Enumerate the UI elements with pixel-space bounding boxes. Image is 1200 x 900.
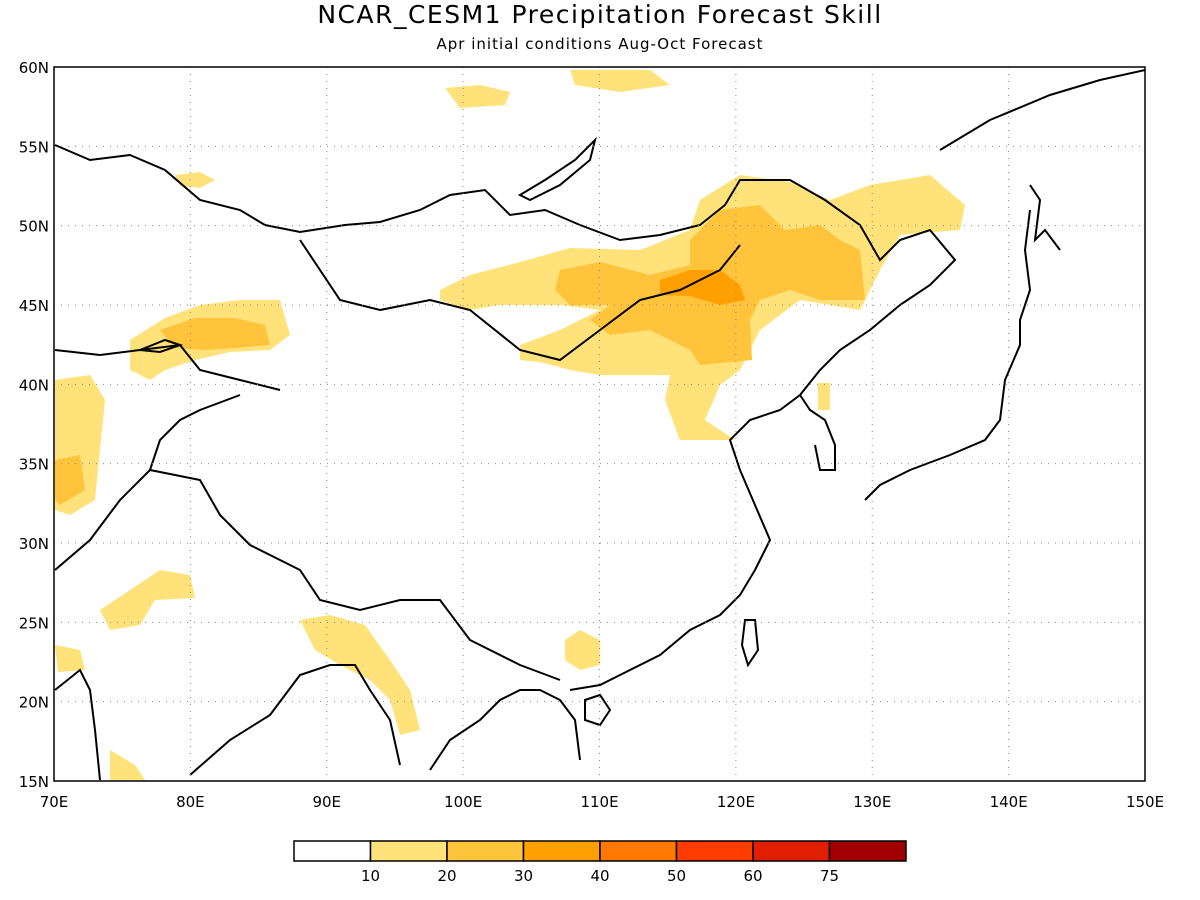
legend-label: 30 [514,867,533,885]
coastline-kamchatka [939,69,1146,151]
grid-lines [54,67,1145,781]
legend-swatch [599,840,678,862]
color-legend: 10 20 30 40 50 60 75 [293,840,907,885]
lon-tick-label: 100E [444,793,482,811]
lake-balkhash [139,338,184,354]
lake-baikal [517,136,597,202]
lat-tick-label: 60N [19,59,49,77]
lon-tick-label: 90E [312,793,341,811]
map-frame [53,66,1146,782]
legend-label: 20 [437,867,456,885]
legend-label: 75 [820,867,839,885]
lon-tick-label: 130E [853,793,891,811]
border-china-south [54,468,561,681]
coastline-east-asia [569,304,901,691]
legend-swatch [828,840,907,862]
lat-tick-label: 20N [19,694,49,712]
lat-tick-label: 50N [19,218,49,236]
lon-tick-label: 80E [176,793,205,811]
border-mongolia [299,239,741,362]
skill-region-korea [818,383,830,410]
legend-label: 60 [743,867,762,885]
lon-tick-label: 140E [990,793,1028,811]
legend-swatch [522,840,601,862]
coastlines [54,69,1146,781]
lon-tick-label: 150E [1126,793,1164,811]
border-tibet [149,394,241,471]
map-subtitle: Apr initial conditions Aug-Oct Forecast [436,35,764,53]
lon-tick-label: 110E [580,793,618,811]
lon-tick-label: 70E [40,793,69,811]
lat-tick-label: 30N [19,535,49,553]
island-hainan [584,693,612,727]
skill-region-west-inner [55,455,85,505]
legend-swatch [752,840,831,862]
lat-tick-label: 25N [19,614,49,632]
legend-swatch [369,840,448,862]
skill-region-north-small [445,85,510,108]
skill-region-india [100,570,195,630]
skill-region-central-asia-inner [160,318,270,350]
skill-region-kazakh-small [175,172,215,188]
coastline-north [54,144,957,306]
lat-tick-label: 15N [19,773,49,791]
skill-region-north-core [660,270,745,305]
coastline-japan [864,209,1032,501]
lat-tick-label: 40N [19,376,49,394]
coastline-bay-bengal [189,664,401,776]
skill-region-south-china [565,630,600,670]
legend-label: 40 [590,867,609,885]
coastline-indochina [429,689,581,771]
legend-label: 50 [667,867,686,885]
coastline-korea [799,394,836,471]
legend-swatch [293,840,372,862]
legend-swatch [675,840,754,862]
skill-region-sw [55,645,85,672]
skill-shading [55,70,965,780]
island-taiwan [740,619,760,668]
skill-region-north-top [570,70,670,92]
coastline-india-west [54,668,101,781]
lon-tick-label: 120E [717,793,755,811]
legend-label: 10 [361,867,380,885]
lat-tick-label: 45N [19,297,49,315]
coastline-sakhalin [1029,184,1061,251]
legend-swatch [446,840,525,862]
lat-tick-label: 55N [19,138,49,156]
axis-ticks: 70E 80E 90E 100E 110E 120E 130E 140E 150E 15N 20N 2… [19,59,1164,811]
skill-region-india-south [110,750,145,780]
lat-tick-label: 35N [19,456,49,474]
map-title: NCAR_CESM1 Precipitation Forecast Skill [317,0,883,29]
